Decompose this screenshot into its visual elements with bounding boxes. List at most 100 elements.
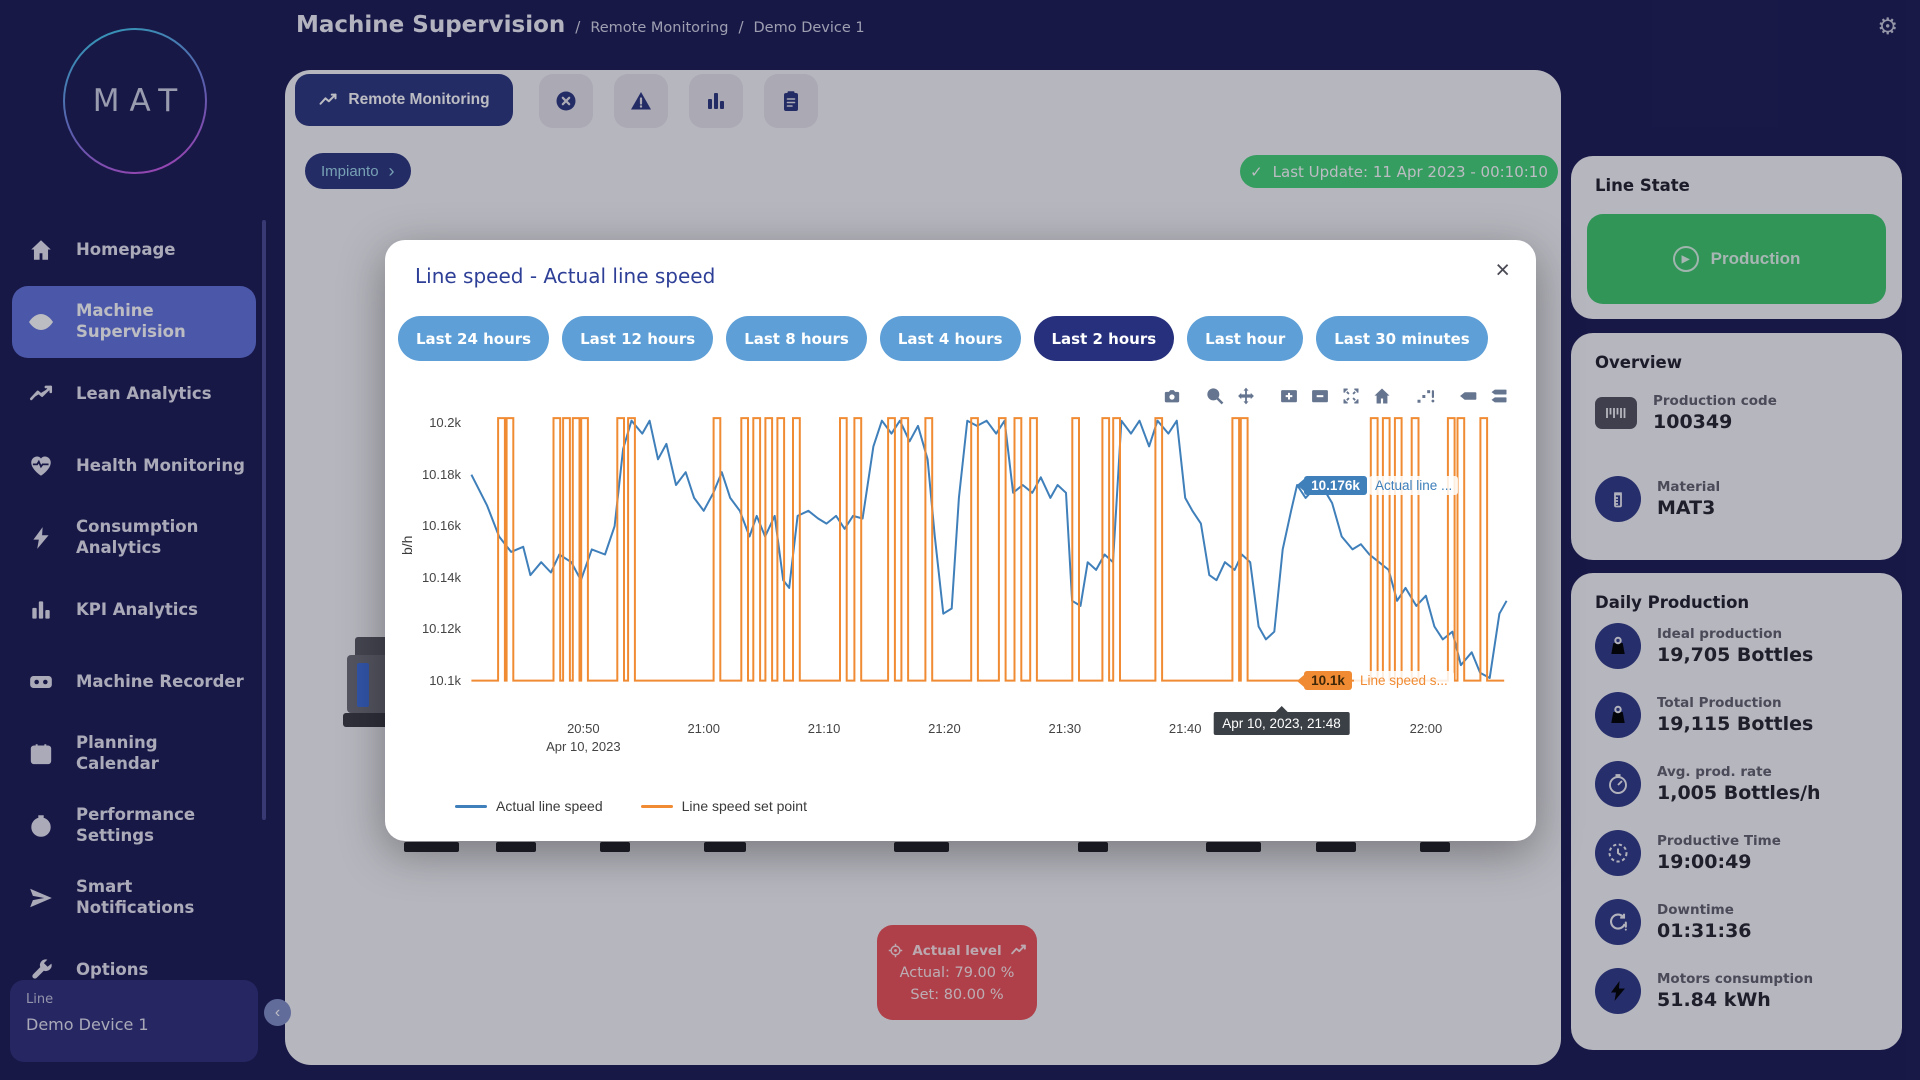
sidebar-item-machine-supervision[interactable]: Machine Supervision xyxy=(12,286,256,358)
sidebar-item-label: KPI Analytics xyxy=(76,599,198,619)
sidebar-item-label: Consumption Analytics xyxy=(76,517,199,557)
sidebar-item-label: Smart Notifications xyxy=(76,877,195,917)
legend-item-line-speed-set-point[interactable]: Line speed set point xyxy=(640,798,807,814)
check-icon: ✓ xyxy=(1250,162,1263,181)
sidebar-item-options[interactable]: Options xyxy=(0,934,268,1006)
range-last-hour[interactable]: Last hour xyxy=(1187,316,1304,361)
impianto-button[interactable]: Impianto › xyxy=(305,153,411,189)
heart-icon xyxy=(28,453,54,479)
y-tick-label: 10.2k xyxy=(429,415,461,431)
chart-modebar xyxy=(1161,386,1510,406)
pan-icon[interactable] xyxy=(1235,386,1257,406)
clock-icon xyxy=(1595,830,1641,876)
kpi-value: 19:00:49 xyxy=(1657,851,1752,873)
eye-icon xyxy=(28,309,54,335)
range-last-4-hours[interactable]: Last 4 hours xyxy=(879,316,1021,361)
range-last-30-minutes[interactable]: Last 30 minutes xyxy=(1316,316,1488,361)
overview-title: Overview xyxy=(1595,353,1682,372)
sidebar-collapse-button[interactable]: ‹ xyxy=(264,999,291,1026)
sidebar-item-label: Planning Calendar xyxy=(76,733,159,773)
sidebar-item-performance-settings[interactable]: Performance Settings xyxy=(0,790,268,862)
bars-icon xyxy=(704,89,728,113)
breadcrumb-remote-monitoring: Remote Monitoring xyxy=(590,20,729,36)
modal-title: Line speed - Actual line speed xyxy=(415,264,716,288)
kpi-value: 19,115 Bottles xyxy=(1657,713,1814,735)
warnings-button[interactable] xyxy=(614,74,668,128)
range-last-2-hours[interactable]: Last 2 hours xyxy=(1033,316,1175,361)
close-icon[interactable]: × xyxy=(1495,256,1510,284)
line-device-card[interactable]: Line Demo Device 1 xyxy=(10,980,258,1062)
kpi-label: Material xyxy=(1657,479,1721,495)
tooltip-line-speed-set-point: 10.1k Line speed s... xyxy=(1297,669,1454,693)
breadcrumb: Machine Supervision / Remote Monitoring … xyxy=(296,12,865,38)
sidebar-item-planning-calendar[interactable]: Planning Calendar xyxy=(0,718,268,790)
warning-triangle-icon xyxy=(629,89,653,113)
camera-icon[interactable] xyxy=(1161,386,1183,406)
legend-swatch xyxy=(455,804,487,808)
sidebar-item-kpi-analytics[interactable]: KPI Analytics xyxy=(0,574,268,646)
bolt-icon xyxy=(1595,968,1641,1014)
actual-level-card[interactable]: Actual level Actual: 79.00 % Set: 80.00 … xyxy=(877,925,1037,1020)
zoom-in-icon[interactable] xyxy=(1278,386,1300,406)
zoom-out-icon[interactable] xyxy=(1309,386,1331,406)
brand-logo-text: MAT xyxy=(92,83,188,119)
production-state-button[interactable]: ▶ Production xyxy=(1587,214,1886,304)
range-last-24-hours[interactable]: Last 24 hours xyxy=(398,316,550,361)
x-tick-label: 22:00 xyxy=(1409,721,1443,736)
x-tick-label: 20:50 Apr 10, 2023 xyxy=(546,721,621,754)
sidebar-item-label: Lean Analytics xyxy=(76,383,212,403)
zoom-box-icon[interactable] xyxy=(1204,386,1226,406)
sidebar-item-health-monitoring[interactable]: Health Monitoring xyxy=(0,430,268,502)
kpi-row-total-production: Total Production 19,115 Bottles xyxy=(1595,692,1813,738)
legend-label: Line speed set point xyxy=(681,798,807,814)
kpi-row-productive-time: Productive Time 19:00:49 xyxy=(1595,830,1781,876)
settings-gear-icon[interactable]: ⚙ xyxy=(1877,14,1898,40)
tab-remote-monitoring[interactable]: Remote Monitoring xyxy=(295,74,513,126)
wrench-icon xyxy=(28,957,54,983)
tooltip-actual-line-speed: 10.176k Actual line ... xyxy=(1297,473,1459,497)
line-device-value: Demo Device 1 xyxy=(26,1015,149,1034)
hover-closest-icon[interactable] xyxy=(1457,386,1479,406)
alarms-button[interactable] xyxy=(539,74,593,128)
sidebar-item-homepage[interactable]: Homepage xyxy=(0,214,268,286)
range-last-12-hours[interactable]: Last 12 hours xyxy=(562,316,714,361)
daily-production-card: Daily Production Ideal production 19,705 … xyxy=(1571,573,1902,1050)
page-title: Machine Supervision xyxy=(296,12,566,38)
range-last-8-hours[interactable]: Last 8 hours xyxy=(726,316,867,361)
line-device-label: Line xyxy=(26,992,54,1007)
sidebar-item-smart-notifications[interactable]: Smart Notifications xyxy=(0,862,268,934)
y-tick-label: 10.18k xyxy=(421,466,461,482)
hover-compare-icon[interactable] xyxy=(1488,386,1510,406)
sidebar-item-machine-recorder[interactable]: Machine Recorder xyxy=(0,646,268,718)
legend-item-actual-line-speed[interactable]: Actual line speed xyxy=(455,798,603,814)
kpi-value: 01:31:36 xyxy=(1657,920,1752,942)
diagram-fragment xyxy=(1206,842,1261,852)
kpi-row-avg-prod-rate: Avg. prod. rate 1,005 Bottles/h xyxy=(1595,761,1821,807)
kpi-row-downtime: Downtime 01:31:36 xyxy=(1595,899,1752,945)
diagram-fragment xyxy=(1078,842,1108,852)
x-tick-label: 21:20 xyxy=(928,721,961,736)
diagram-fragment xyxy=(1316,842,1356,852)
sidebar-item-consumption-analytics[interactable]: Consumption Analytics xyxy=(0,502,268,574)
series-line-speed-set-point xyxy=(471,417,1505,682)
set-level-value: Set: 80.00 % xyxy=(910,987,1004,1003)
autoscale-icon[interactable] xyxy=(1340,386,1362,406)
sidebar-item-lean-analytics[interactable]: Lean Analytics xyxy=(0,358,268,430)
actual-level-title: Actual level xyxy=(912,942,1002,959)
kpi-row-production-code: Production code 100349 xyxy=(1595,393,1777,433)
sidebar-item-label: Options xyxy=(76,959,149,979)
barcode-icon xyxy=(1595,397,1637,429)
clipboard-icon xyxy=(779,89,803,113)
kpi-row-material: Material MAT3 xyxy=(1595,476,1720,522)
weight-icon xyxy=(1595,692,1641,738)
sidebar-nav: Homepage Machine Supervision Lean Analytic… xyxy=(0,214,268,1006)
home-icon[interactable] xyxy=(1371,386,1393,406)
sidebar-item-label: Performance Settings xyxy=(76,805,196,845)
sidebar-scrollbar[interactable] xyxy=(262,220,266,820)
statistics-button[interactable] xyxy=(689,74,743,128)
kpi-label: Productive Time xyxy=(1657,833,1781,849)
tooltip-x-axis: Apr 10, 2023, 21:48 xyxy=(1213,706,1350,735)
sidebar-item-label: Health Monitoring xyxy=(76,455,245,475)
spikelines-icon[interactable] xyxy=(1414,386,1436,406)
report-button[interactable] xyxy=(764,74,818,128)
